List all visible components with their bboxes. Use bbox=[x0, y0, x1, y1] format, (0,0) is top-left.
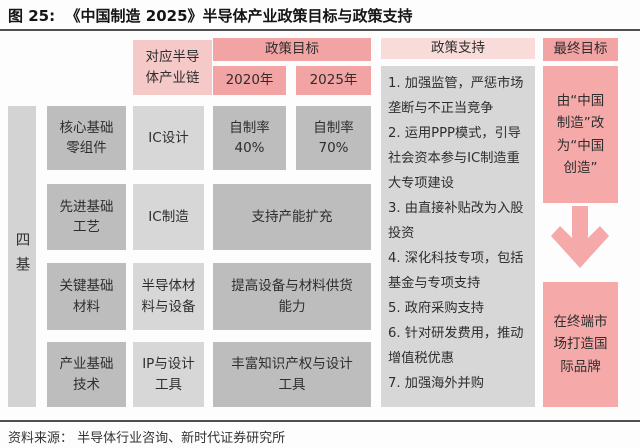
header-year-2020: 2020年 bbox=[213, 66, 286, 95]
row4-target-cell: 丰富知识产权与设计 工具 bbox=[213, 342, 371, 407]
row1-target-2020-cell: 自制率 40% bbox=[213, 106, 286, 170]
figure-title: 图 25: 《中国制造 2025》半导体产业政策目标与政策支持 bbox=[8, 7, 413, 25]
row1-target-2025-cell: 自制率 70% bbox=[296, 106, 371, 170]
header-year-2025: 2025年 bbox=[296, 66, 371, 95]
row2-base-cell: 先进基础 工艺 bbox=[47, 184, 126, 250]
goal-top-box: 由“中国 制造”改 为“中国 创造” bbox=[543, 66, 618, 203]
support-item: 4. 深化科技专项，包括基金与专项支持 bbox=[388, 251, 524, 291]
source-note: 资料来源： 半导体行业咨询、新时代证券研究所 bbox=[8, 431, 286, 446]
row1-base-cell: 核心基础 零组件 bbox=[47, 106, 126, 170]
support-item: 3. 由直接补贴改为入股投资 bbox=[388, 201, 524, 241]
row3-base-cell: 关键基础 材料 bbox=[47, 263, 126, 330]
row4-base-cell: 产业基础 技术 bbox=[47, 342, 126, 407]
support-item: 6. 针对研发费用，推动增值税优惠 bbox=[388, 326, 524, 366]
row2-target-cell: 支持产能扩充 bbox=[213, 184, 371, 250]
header-chain: 对应半导 体产业链 bbox=[133, 40, 212, 95]
title-divider bbox=[0, 29, 640, 31]
support-item: 1. 加强监管，严惩市场垄断与不正当竞争 bbox=[388, 76, 524, 116]
footer-divider bbox=[0, 420, 640, 422]
left-axis-label: 四基 bbox=[13, 232, 30, 281]
policy-support-list: 1. 加强监管，严惩市场垄断与不正当竞争 2. 运用PPP模式，引导社会资本参与… bbox=[381, 66, 535, 407]
left-axis-bar: 四基 bbox=[8, 106, 36, 407]
support-item: 7. 加强海外并购 bbox=[388, 376, 484, 391]
goal-bottom-box: 在终端市 场打造国 际品牌 bbox=[543, 282, 618, 407]
header-final-goal: 最终目标 bbox=[543, 38, 618, 61]
row2-chain-cell: IC制造 bbox=[133, 184, 204, 250]
header-policy-target: 政策目标 bbox=[213, 38, 371, 61]
row1-chain-cell: IC设计 bbox=[133, 106, 204, 170]
support-item: 2. 运用PPP模式，引导社会资本参与IC制造重大专项建设 bbox=[388, 126, 521, 191]
row4-chain-cell: IP与设计 工具 bbox=[133, 342, 204, 407]
row3-target-cell: 提高设备与材料供货 能力 bbox=[213, 263, 371, 330]
support-item: 5. 政府采购支持 bbox=[388, 301, 484, 316]
down-arrow-icon bbox=[551, 206, 609, 270]
header-policy-support: 政策支持 bbox=[381, 38, 535, 59]
row3-chain-cell: 半导体材 料与设备 bbox=[133, 263, 204, 330]
